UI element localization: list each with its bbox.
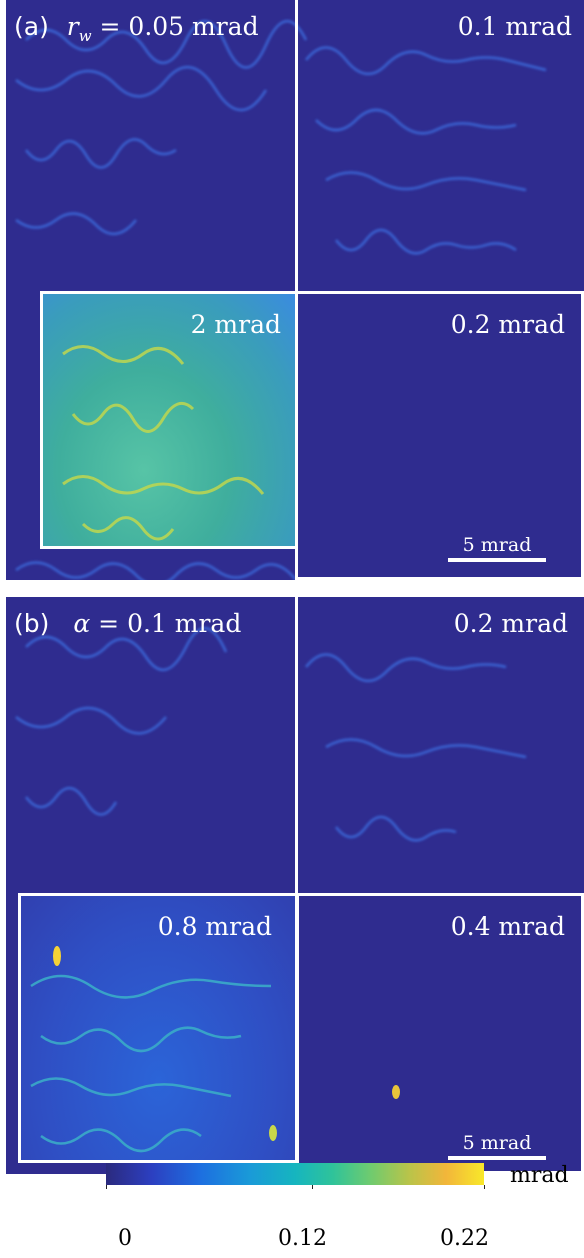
inset-b2-texture xyxy=(392,1085,400,1099)
panel-b-title: (b) α = 0.1 mrad xyxy=(14,609,241,638)
inset-b-texture xyxy=(30,946,277,1153)
panel-b-bottom-left-inset: 0.8 mrad xyxy=(18,893,299,1163)
panel-a-top-right-label: 0.1 mrad xyxy=(457,12,572,41)
inset-a-texture xyxy=(62,345,265,541)
panel-a-title-value: = 0.05 mrad xyxy=(91,12,259,41)
colorbar-tick-label-0: 0 xyxy=(118,1226,132,1251)
colorbar-tick-label-2: 0.22 xyxy=(440,1226,489,1251)
panel-a-divider xyxy=(295,0,298,295)
colorbar-tick-label-1: 0.12 xyxy=(278,1226,327,1251)
panel-b-top-right-label: 0.2 mrad xyxy=(453,609,568,638)
panel-a-texture xyxy=(15,19,547,580)
panel-a-title-var: r xyxy=(66,12,79,41)
colorbar-unit: mrad xyxy=(510,1163,569,1188)
panel-b: (b) α = 0.1 mrad 0.2 mrad 0.8 mrad 0.4 m… xyxy=(6,597,584,1174)
colorbar xyxy=(106,1163,484,1185)
panel-b-bottom-right-label: 0.4 mrad xyxy=(450,912,565,941)
panel-b-bottom-right-inset: 0.4 mrad 5 mrad xyxy=(295,893,584,1174)
panel-a-title: (a) rw = 0.05 mrad xyxy=(14,12,259,45)
panel-a-bottom-left-label: 2 mrad xyxy=(190,310,281,339)
panel-a: (a) rw = 0.05 mrad 0.1 mrad 2 mrad 0.2 m… xyxy=(6,0,584,580)
panel-a-scale-bar: 5 mrad xyxy=(448,534,546,562)
colorbar-tick-0 xyxy=(106,1185,107,1189)
panel-a-title-sub: w xyxy=(78,27,92,45)
panel-a-scale-line xyxy=(448,558,546,562)
panel-a-letter: (a) xyxy=(14,12,49,41)
panel-a-scale-label: 5 mrad xyxy=(462,534,532,556)
panel-b-bottom-left-label: 0.8 mrad xyxy=(157,912,272,941)
panel-b-scale-bar: 5 mrad xyxy=(448,1132,546,1160)
colorbar-tick-2 xyxy=(484,1185,485,1189)
panel-b-divider xyxy=(295,597,298,897)
colorbar-tick-1 xyxy=(312,1185,313,1189)
panel-a-bottom-left-inset: 2 mrad xyxy=(40,291,298,549)
panel-b-letter: (b) xyxy=(14,609,50,638)
panel-a-bottom-right-label: 0.2 mrad xyxy=(450,310,565,339)
panel-a-bottom-right-inset: 0.2 mrad 5 mrad xyxy=(295,291,584,580)
panel-b-texture xyxy=(15,626,527,842)
panel-b-title-value: = 0.1 mrad xyxy=(90,609,242,638)
panel-b-scale-label: 5 mrad xyxy=(462,1132,532,1154)
panel-b-title-var: α xyxy=(73,609,91,638)
panel-b-scale-line xyxy=(448,1156,546,1160)
